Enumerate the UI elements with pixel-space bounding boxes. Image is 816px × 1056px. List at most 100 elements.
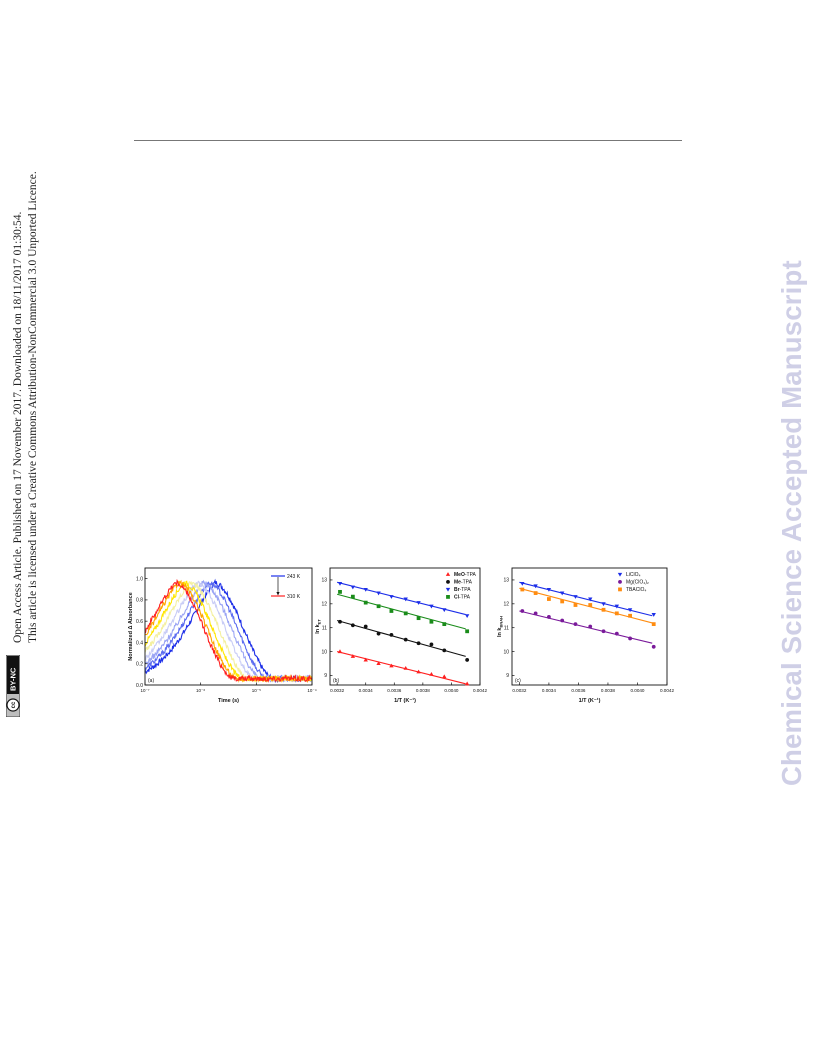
x-tick-label: 0.0034 [542,688,556,693]
data-point [651,622,656,627]
data-point [628,636,632,641]
data-point [389,632,394,637]
chart-panel-a: 0.0 0.2 0.4 0.6 0.8 1.0 10⁻⁷ 10⁻⁶ 10⁻⁵ 10⁻⁴ Time (… [128,567,317,704]
y-axis-label-subscript: ET [317,619,322,625]
data-point [520,587,525,592]
legend-marker [445,587,451,592]
data-point [465,629,470,634]
data-point [628,613,632,618]
x-tick-label: 10⁻⁷ [140,688,149,693]
fit-line [336,620,466,657]
data-point [403,666,408,670]
data-point [601,602,606,607]
chart-panel-b: 9 10 11 12 13 0.0032 0.0034 0.0036 0.0038 0.0040 0… [315,567,487,704]
fit-line [519,610,653,644]
legend-label-rest: -TPA [459,595,471,601]
y-tick-label: 11 [504,625,509,631]
legend-arrow-head [276,592,280,596]
cc-license-badge[interactable]: cc BY-NC [5,654,21,718]
panel-label: (b) [333,678,339,684]
fit-line [519,587,653,624]
y-axis-label-group: Normalized Δ Absorbance [128,592,134,660]
y-tick-label: 10 [321,649,327,655]
x-axis-label: Time (s) [218,698,239,704]
data-point [614,604,619,609]
data-point [403,597,408,602]
plot-frame [511,567,668,686]
y-tick-label: 1.0 [136,576,143,582]
x-tick-label: 0.0036 [387,688,401,693]
data-point [416,641,421,646]
data-point [376,604,381,609]
header-rule [134,140,682,141]
plot-frame [144,567,313,686]
data-point [588,597,593,602]
legend-label-bold: Me [454,580,461,586]
legend-label: Mg(ClO₄)₂ [626,580,649,586]
data-point [627,608,633,613]
legend-label: Br-TPA [454,587,471,593]
data-point [560,591,565,596]
data-point [338,589,342,594]
y-axis-label-group: ln kET [315,619,322,634]
data-point [464,681,470,686]
data-point [588,603,593,607]
y-tick-label: 0.0 [136,683,143,689]
accepted-manuscript-watermark: Chemical Science Accepted Manuscript [776,260,807,786]
x-tick-label: 10⁻⁶ [196,688,205,693]
badge-text: BY-NC [9,667,18,691]
x-tick-label: 0.0032 [512,688,526,693]
legend-marker [446,595,450,599]
cc-text: cc [11,701,17,708]
legend-marker [617,572,623,577]
data-point [350,594,355,599]
y-tick-label: 0.6 [136,619,143,625]
legend-label: LiClO₄ [626,572,641,578]
data-point [416,601,421,605]
data-point [614,631,619,636]
data-point [429,671,434,676]
data-point [533,611,538,616]
y-axis-label: ln kET [315,619,322,634]
data-point [442,622,447,627]
data-point [363,657,368,662]
y-tick-label: 9 [324,673,327,679]
data-point [546,587,552,592]
data-point [416,669,421,674]
x-tick-label: 0.0040 [444,688,458,693]
data-point [337,582,343,586]
chart-panel-c: 9 10 11 12 13 0.0032 0.0034 0.0036 0.0038 0.0040 0… [497,567,674,704]
legend-label: TBAClO₄ [626,587,646,593]
data-point [363,587,368,592]
data-point [601,629,606,634]
y-axis-label-subscript: BNAH [499,616,504,628]
y-tick-label: 13 [503,578,509,584]
data-point [429,604,434,609]
x-tick-label: 0.0036 [571,688,585,693]
data-point [442,648,447,653]
data-point [573,603,578,607]
data-point [442,674,447,679]
data-point [389,595,394,599]
data-point [338,619,342,624]
y-tick-label: 0.4 [136,640,143,646]
data-point [547,615,551,619]
x-tick-label: 0.0042 [473,688,487,693]
y-tick-label: 11 [322,625,327,631]
data-point [429,642,434,647]
data-point [573,595,578,599]
data-point [533,584,538,589]
y-axis-label: Normalized Δ Absorbance [128,592,134,660]
cc-icon [6,698,20,712]
legend-marker [618,580,622,584]
data-point [533,591,538,595]
y-tick-label: 10 [503,649,509,655]
trace-line [144,580,313,683]
data-point [389,609,394,613]
data-point [442,608,447,613]
data-point [465,658,470,662]
legend-label-bold: Cl [454,595,460,601]
license-line-1: Open Access Article. Published on 17 Nov… [12,211,24,643]
legend-label: Me-TPA [454,580,473,586]
y-tick-label: 9 [506,673,509,679]
